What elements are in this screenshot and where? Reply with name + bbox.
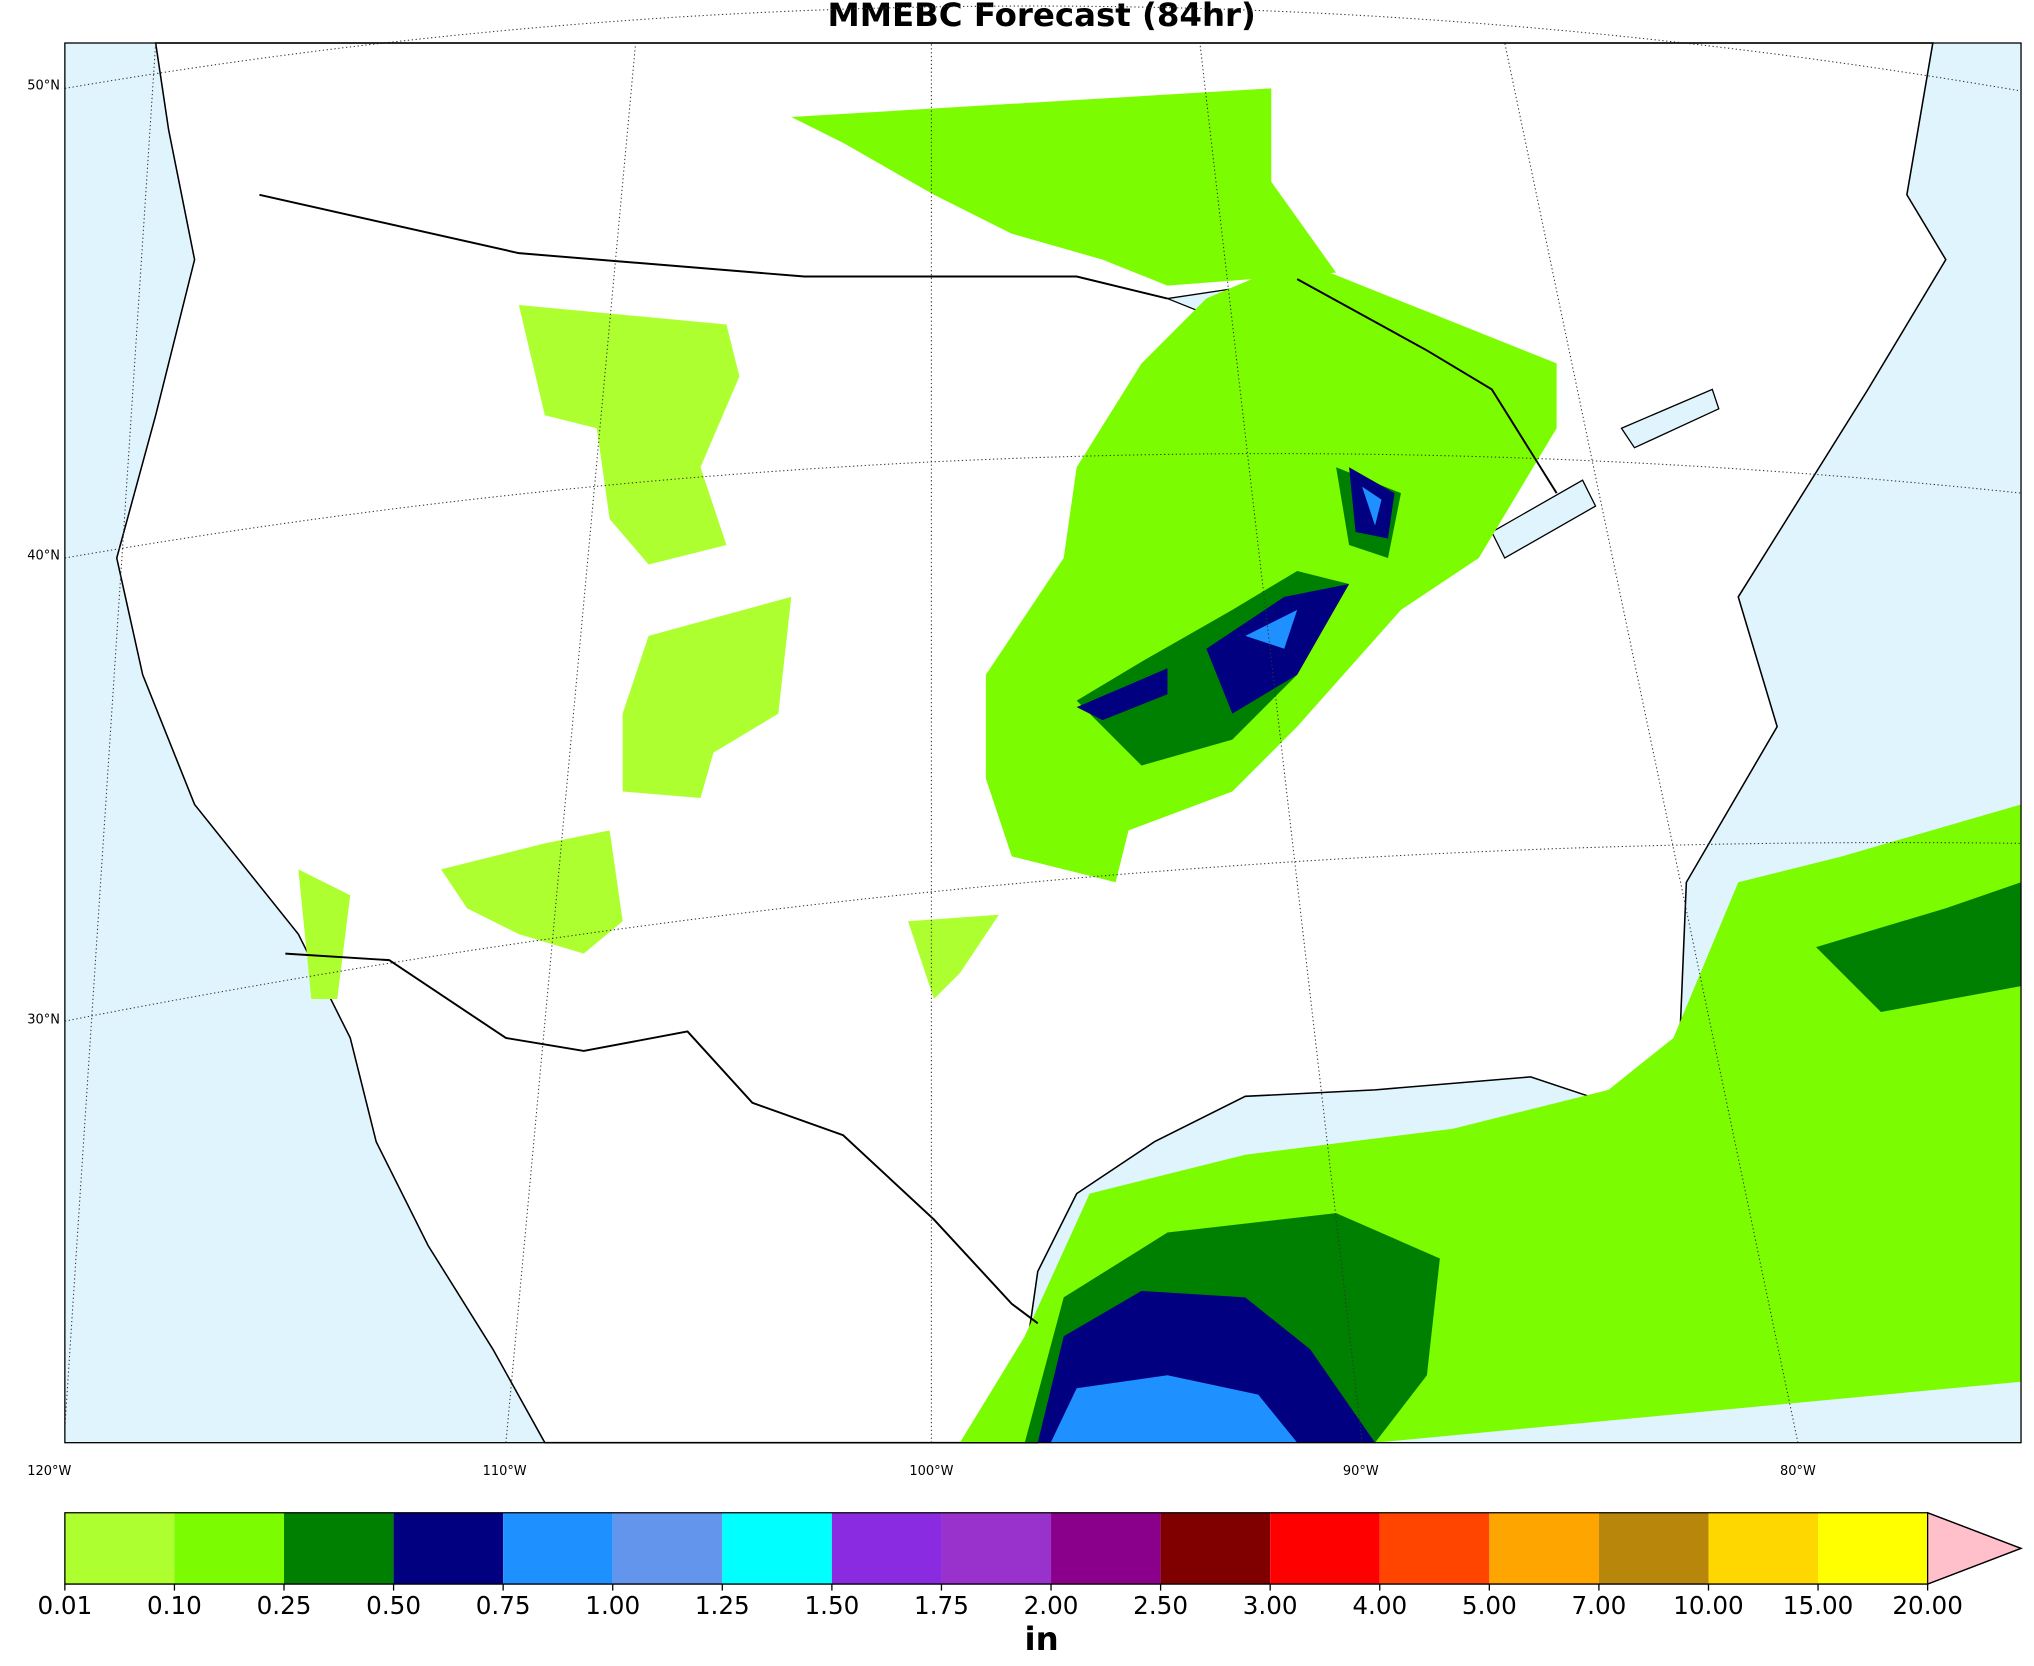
colorbar-bin [1160,1512,1271,1585]
colorbar-tick-label: 1.75 [914,1591,969,1620]
colorbar-tick-label: 7.00 [1571,1591,1626,1620]
colorbar-tick-label: 1.00 [585,1591,640,1620]
latitude-label: 40°N [27,548,60,563]
colorbar-tick-label: 10.00 [1673,1591,1744,1620]
colorbar-bin [64,1512,175,1585]
colorbar-bin [393,1512,504,1585]
longitude-label: 90°W [1343,1464,1379,1479]
precip-area [791,88,1337,286]
title: MMEBC Forecast (84hr) [827,0,1255,34]
colorbar-bin [1051,1512,1161,1585]
colorbar-bin [1379,1512,1490,1585]
colorbar-tick-label: 5.00 [1462,1591,1517,1620]
precipitation [298,88,2022,1443]
colorbar-tick-label: 3.00 [1243,1591,1298,1620]
colorbar-bin [831,1512,942,1585]
colorbar-outline [64,1512,2023,1585]
colorbar-tick-label: 20.00 [1892,1591,1963,1620]
colorbar-tick-label: 4.00 [1352,1591,1407,1620]
colorbar-bin [1598,1512,1709,1585]
precip-area [298,830,999,1000]
longitude-label: 80°W [1780,1464,1816,1479]
colorbar-label: in [1025,1620,1059,1658]
latitude-label: 30°N [27,1013,60,1028]
precip-area [518,305,740,565]
colorbar-tick-label: 1.50 [804,1591,859,1620]
colorbar-tick-label: 2.00 [1024,1591,1079,1620]
precip-area [1024,882,2022,1443]
colorbar-bin [612,1512,723,1585]
precip-area [622,596,792,798]
colorbar-tick-label: 0.50 [366,1591,421,1620]
colorbar-extend [1926,1511,2023,1586]
latitude-label: 50°N [27,79,60,94]
colorbar-tick-label: 0.10 [147,1591,202,1620]
colorbar-bin [1270,1512,1380,1585]
borders [259,193,1558,1325]
longitude-label: 120°W [27,1464,71,1479]
colorbar-tick-label: 1.25 [695,1591,750,1620]
colorbar-tick-label: 15.00 [1783,1591,1854,1620]
colorbar-tick-label: 0.75 [476,1591,531,1620]
longitude-label: 100°W [909,1464,953,1479]
map-area [64,5,2022,1444]
colorbar-bin [941,1512,1052,1585]
colorbar-tick-label: 2.50 [1133,1591,1188,1620]
colorbar-bin [722,1512,832,1585]
longitude-label: 110°W [483,1464,527,1479]
colorbar-tick-label: 0.25 [257,1591,312,1620]
map-frame [64,42,2022,1444]
colorbar: 0.01 0.10 0.25 0.50 0.75 1.00 1.25 1.50 1.75 2.00… [37,1511,2023,1620]
colorbar-bin [1818,1512,1928,1585]
colorbar-bin [1708,1512,1819,1585]
colorbar-bin [503,1512,613,1585]
colorbar-bin [284,1512,394,1585]
colorbar-bin [1489,1512,1599,1585]
colorbar-tick-label: 0.01 [37,1591,92,1620]
graticule [64,5,2022,1443]
colorbar-bin [174,1512,285,1585]
precip-area [1037,467,1395,1443]
